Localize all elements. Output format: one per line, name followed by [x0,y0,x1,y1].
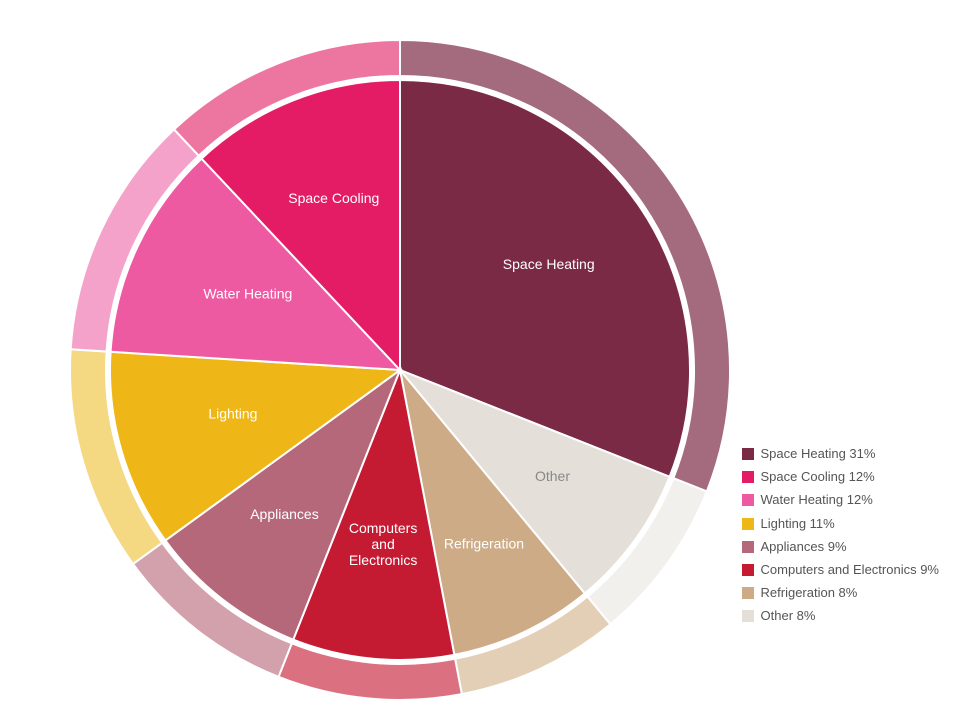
legend: Space Heating 31% Space Cooling 12% Water … [742,445,939,631]
legend-label: Space Heating 31% [761,445,876,463]
pie-slice-label: Refrigeration [444,535,524,551]
pie-slice-label: Space Cooling [288,190,379,206]
legend-label: Other 8% [761,607,816,625]
legend-item: Space Heating 31% [742,445,939,463]
legend-swatch [742,494,754,506]
legend-swatch [742,587,754,599]
pie-slice-label: Water Heating [203,285,292,301]
legend-label: Water Heating 12% [761,491,873,509]
legend-item: Appliances 9% [742,538,939,556]
legend-swatch [742,541,754,553]
legend-swatch [742,518,754,530]
pie-chart-container: Space HeatingOtherRefrigerationComputers… [30,20,770,725]
legend-item: Computers and Electronics 9% [742,561,939,579]
legend-label: Refrigeration 8% [761,584,858,602]
legend-label: Space Cooling 12% [761,468,875,486]
legend-label: Appliances 9% [761,538,847,556]
pie-chart-svg: Space HeatingOtherRefrigerationComputers… [30,20,770,720]
legend-item: Water Heating 12% [742,491,939,509]
legend-label: Lighting 11% [761,515,835,533]
legend-swatch [742,471,754,483]
legend-item: Refrigeration 8% [742,584,939,602]
legend-item: Space Cooling 12% [742,468,939,486]
pie-slice-label: Appliances [250,506,319,522]
pie-slice-label: Other [535,468,570,484]
legend-item: Lighting 11% [742,515,939,533]
pie-slice-label: Lighting [208,406,257,422]
legend-swatch [742,564,754,576]
legend-swatch [742,610,754,622]
pie-slice-label: Space Heating [503,256,595,272]
legend-swatch [742,448,754,460]
legend-item: Other 8% [742,607,939,625]
legend-label: Computers and Electronics 9% [761,561,939,579]
